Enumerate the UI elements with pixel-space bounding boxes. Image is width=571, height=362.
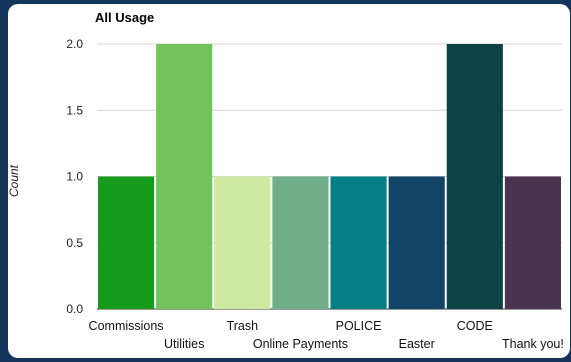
y-tick-label: 1.5 bbox=[66, 103, 83, 117]
x-category-label: Commissions bbox=[89, 319, 164, 333]
y-tick-label: 0.0 bbox=[66, 302, 83, 316]
bar-commissions[interactable] bbox=[98, 176, 155, 310]
y-tick-label: 2.0 bbox=[66, 37, 83, 51]
bar-code[interactable] bbox=[446, 44, 503, 309]
bar-easter[interactable] bbox=[388, 176, 445, 310]
y-tick-label: 0.5 bbox=[66, 236, 83, 250]
bar-police[interactable] bbox=[330, 176, 387, 310]
x-category-label: Thank you! bbox=[502, 337, 564, 351]
chart-title: All Usage bbox=[95, 10, 155, 25]
bar-utilities[interactable] bbox=[156, 44, 213, 309]
y-tick-label: 1.0 bbox=[66, 170, 83, 184]
x-category-label: CODE bbox=[457, 319, 493, 333]
x-category-label: Easter bbox=[399, 337, 435, 351]
bar-online-payments[interactable] bbox=[272, 176, 329, 310]
chart-card: All Usage Count 0.0 0.5 1.0 1.5 2.0 Commissio… bbox=[8, 4, 570, 358]
x-category-label: Trash bbox=[227, 319, 259, 333]
x-category-label: Online Payments bbox=[253, 337, 348, 351]
bar-trash[interactable] bbox=[214, 176, 271, 310]
x-category-label: Utilities bbox=[164, 337, 204, 351]
bar-thank-you[interactable] bbox=[504, 176, 561, 310]
x-category-label: POLICE bbox=[336, 319, 382, 333]
